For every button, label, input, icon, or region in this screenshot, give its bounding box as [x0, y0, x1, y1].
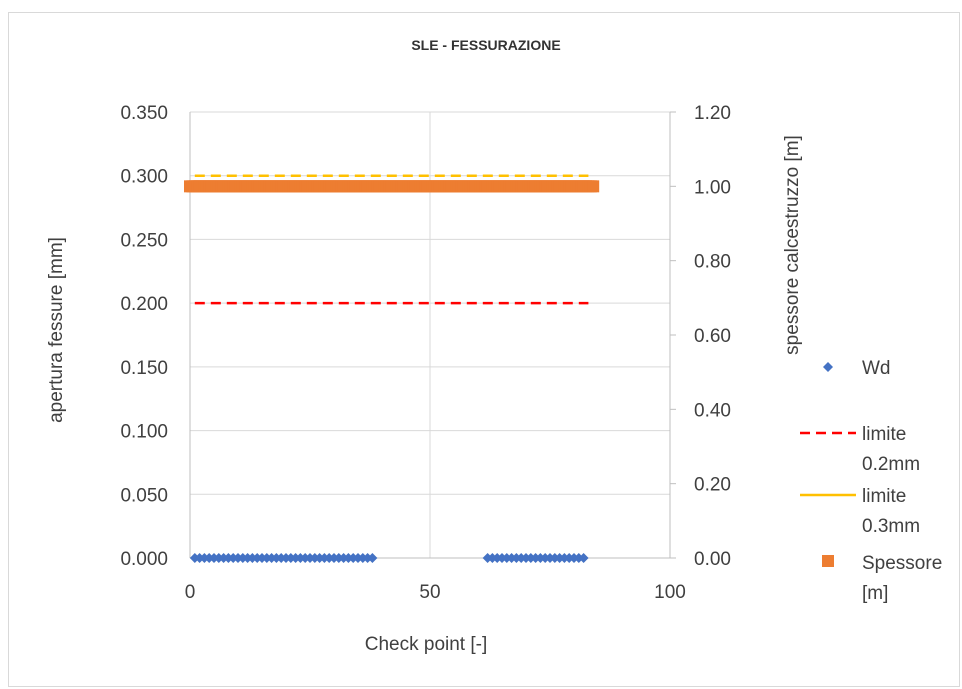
x-tick-label: 100: [654, 582, 686, 603]
x-tick-label: 50: [419, 582, 440, 603]
y-axis: 0.000 0.050 0.100 0.150 0.200 0.250 0.300 0.350: [120, 103, 168, 570]
legend: Wd limite 0.2mm limite 0.3mm Spessore [m]: [800, 358, 942, 604]
x-tick-label: 0: [185, 582, 196, 603]
chart-frame: [8, 12, 960, 687]
y-tick-label: 0.200: [120, 294, 168, 315]
legend-label: limite: [862, 424, 906, 445]
legend-label: Wd: [862, 358, 891, 379]
y2-tick-label: 0.20: [694, 475, 731, 496]
y2-tick-label: 0.80: [694, 252, 731, 273]
y-tick-label: 0.150: [120, 358, 168, 379]
y-tick-label: 0.000: [120, 549, 168, 570]
legend-label: 0.3mm: [862, 516, 920, 537]
y-tick-label: 0.300: [120, 167, 168, 188]
y2-tick-label: 1.20: [694, 103, 731, 124]
grid: [189, 111, 671, 559]
legend-label: Spessore: [862, 553, 942, 574]
x-axis: 0 50 100: [185, 582, 686, 603]
legend-wd-icon: [823, 362, 833, 372]
y-axis-title: apertura fessure [mm]: [46, 237, 67, 423]
y-tick-label: 0.350: [120, 103, 168, 124]
y-tick-label: 0.100: [120, 422, 168, 443]
wd-point: [578, 553, 589, 563]
y2-tick-label: 1.00: [694, 177, 731, 198]
legend-label: limite: [862, 486, 906, 507]
y-tick-label: 0.250: [120, 230, 168, 251]
legend-square-icon: [822, 555, 834, 567]
legend-label: [m]: [862, 583, 888, 604]
legend-label: 0.2mm: [862, 454, 920, 475]
wd-point: [367, 553, 378, 563]
y2-tick-label: 0.00: [694, 549, 731, 570]
y-tick-label: 0.050: [120, 485, 168, 506]
plot-area: [184, 174, 600, 563]
y2-tick-label: 0.60: [694, 326, 731, 347]
y2-axis-title: spessore calcestruzzo [m]: [782, 135, 803, 355]
spessore-marker: [587, 180, 600, 193]
y2-axis: 0.00 0.20 0.40 0.60 0.80 1.00 1.20: [670, 103, 731, 570]
chart-title: SLE - FESSURAZIONE: [411, 37, 560, 53]
x-axis-title: Check point [-]: [365, 634, 488, 655]
y2-tick-label: 0.40: [694, 400, 731, 421]
